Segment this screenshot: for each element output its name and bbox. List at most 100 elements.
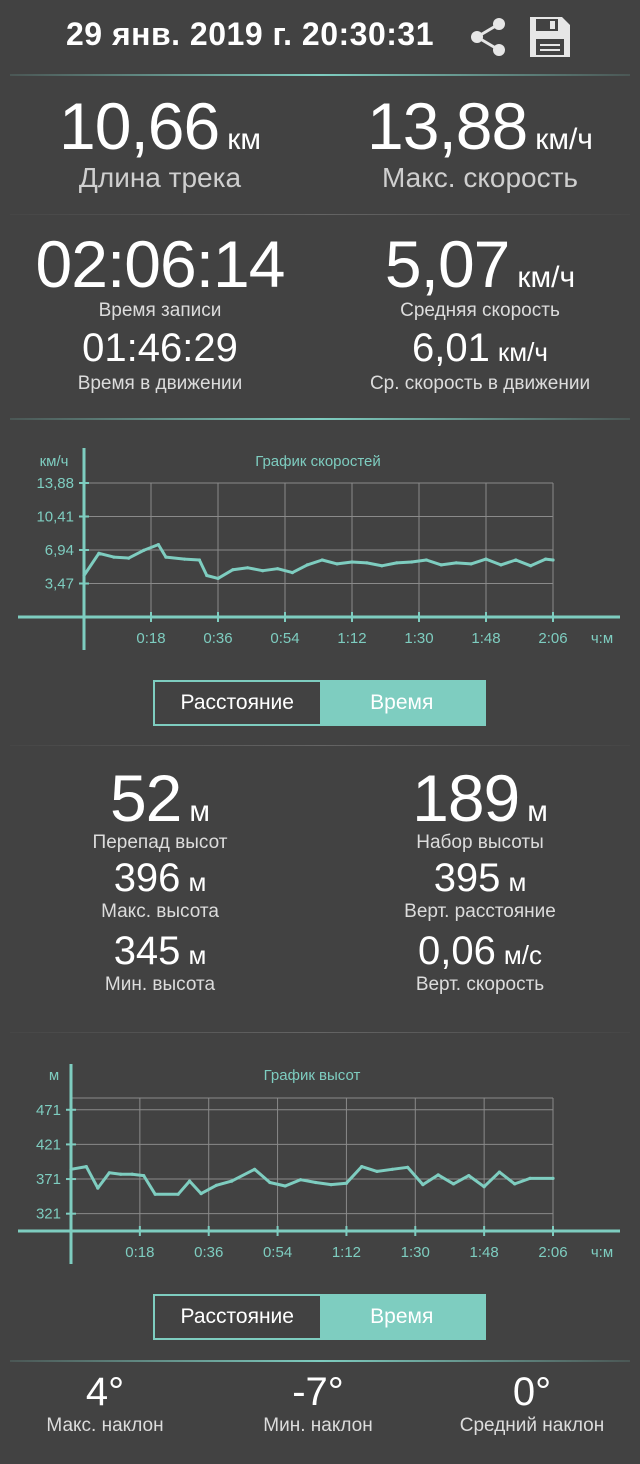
moving-time-value: 01:46:29	[82, 326, 238, 370]
elevation-toggle-distance-button[interactable]: Расстояние	[155, 1296, 320, 1338]
data-point	[529, 564, 533, 568]
max-speed-stat: 13,88 км/ч Макс. скорость	[320, 88, 640, 194]
min-slope-value: -7°	[292, 1370, 344, 1414]
share-icon[interactable]	[466, 15, 510, 59]
data-point	[268, 1180, 272, 1185]
data-point	[424, 558, 428, 562]
data-point	[320, 558, 324, 562]
data-point	[119, 1172, 123, 1176]
chart-title: График скоростей	[255, 453, 381, 470]
max-slope-value: 4°	[85, 1370, 125, 1414]
data-point	[199, 1192, 203, 1196]
elevation-toggle-time-button[interactable]: Время	[319, 1296, 484, 1338]
speed-toggle-time-button[interactable]: Время	[319, 682, 484, 724]
data-point	[497, 1170, 501, 1174]
data-point	[467, 1174, 471, 1178]
data-point	[96, 1186, 100, 1190]
record-time-label: Время записи	[98, 300, 222, 321]
vert-distance-label: Верт. расстояние	[404, 901, 556, 922]
speed-toggle-distance-button[interactable]: Расстояние	[155, 682, 320, 724]
max-speed-label: Макс. скорость	[381, 162, 579, 193]
max-speed-value: 13,88	[367, 89, 528, 163]
data-point	[253, 1167, 257, 1171]
x-tick-label: 1:30	[401, 1244, 430, 1261]
elevation-gain-label: Набор высоты	[416, 832, 544, 853]
speed-chart: 13,88 10,41 6,94 3,47 0:18 0:36 0:54 1:12 1:30 1:…	[18, 448, 620, 650]
data-point	[164, 555, 168, 559]
x-tick-label: 0:54	[270, 630, 299, 647]
data-point	[451, 1182, 456, 1186]
save-icon[interactable]	[528, 15, 572, 59]
distance-label: Длина трека	[78, 162, 242, 193]
divider	[10, 214, 630, 215]
x-tick-label: 1:12	[337, 630, 366, 647]
data-point	[97, 551, 101, 555]
x-axis-unit: ч:м	[591, 1244, 613, 1261]
elevation-right-column: 189 м Набор высоты 395 м Верт. расстояние …	[320, 760, 640, 996]
series-line	[82, 543, 554, 580]
y-axis-unit: м	[49, 1067, 59, 1084]
avg-moving-speed-label: Ср. скорость в движении	[369, 373, 591, 394]
data-point	[360, 1165, 364, 1169]
data-point	[528, 1176, 532, 1180]
avg-moving-speed-unit: км/ч	[497, 337, 548, 367]
vert-distance-unit: м	[508, 867, 527, 897]
divider	[10, 74, 630, 76]
data-point	[551, 558, 555, 562]
data-point	[84, 1165, 88, 1169]
data-point	[365, 561, 369, 565]
data-point	[395, 561, 399, 565]
y-tick-label: 371	[36, 1171, 61, 1188]
data-point	[305, 563, 309, 567]
data-point	[513, 1182, 517, 1186]
data-point	[375, 1169, 379, 1173]
max-altitude-value: 396	[113, 856, 181, 900]
vert-speed-label: Верт. скорость	[415, 974, 545, 995]
avg-moving-speed-value: 6,01	[412, 326, 490, 370]
min-altitude-label: Мин. высота	[104, 974, 216, 995]
x-tick-label: 0:18	[136, 630, 165, 647]
data-point	[130, 1172, 134, 1176]
distance-unit: км	[227, 123, 261, 156]
x-tick-label: 1:30	[404, 630, 433, 647]
data-point	[197, 558, 201, 562]
x-tick-label: 2:06	[538, 630, 567, 647]
vert-speed-unit: м/с	[503, 940, 542, 970]
data-point	[216, 576, 220, 580]
data-point	[551, 1176, 555, 1180]
track-datetime: 29 янв. 2019 г. 20:30:31	[65, 16, 434, 52]
data-point	[214, 1183, 218, 1187]
data-point	[350, 560, 354, 564]
data-point	[261, 569, 265, 573]
data-point	[188, 1179, 192, 1183]
avg-speed-unit: км/ч	[517, 261, 576, 294]
x-tick-label: 0:18	[125, 1244, 154, 1261]
record-time-value: 02:06:14	[35, 227, 286, 301]
data-point	[454, 561, 458, 565]
divider	[10, 745, 630, 746]
x-tick-label: 2:06	[538, 1244, 567, 1261]
data-point	[344, 1181, 348, 1185]
y-axis-unit: км/ч	[40, 453, 69, 470]
record-time-stat: 02:06:14 Время записи 01:46:29 Время в д…	[0, 226, 320, 395]
data-point	[176, 1192, 180, 1196]
x-tick-label: 1:48	[471, 630, 500, 647]
elevation-chart: 471 421 371 321 0:18 0:36 0:54 1:12 1:30 1:48 2:06…	[18, 1064, 620, 1264]
data-point	[436, 1173, 440, 1177]
y-tick-label: 321	[36, 1206, 61, 1223]
data-point	[421, 1183, 425, 1187]
avg-slope-label: Средний наклон	[459, 1415, 605, 1436]
data-point	[390, 1167, 394, 1171]
data-point	[290, 571, 294, 575]
y-tick-label: 421	[36, 1136, 61, 1153]
x-tick-label: 1:12	[332, 1244, 361, 1261]
speed-chart-toggle: Расстояние Время	[153, 680, 486, 726]
data-point	[482, 1185, 486, 1189]
x-tick-label: 0:36	[203, 630, 232, 647]
data-point	[439, 563, 443, 567]
data-point	[380, 564, 384, 568]
data-point	[246, 566, 250, 570]
avg-slope-stat: 0° Средний наклон	[426, 1370, 638, 1437]
y-tick-label: 471	[36, 1102, 61, 1119]
y-tick-label: 13,88	[36, 475, 74, 492]
